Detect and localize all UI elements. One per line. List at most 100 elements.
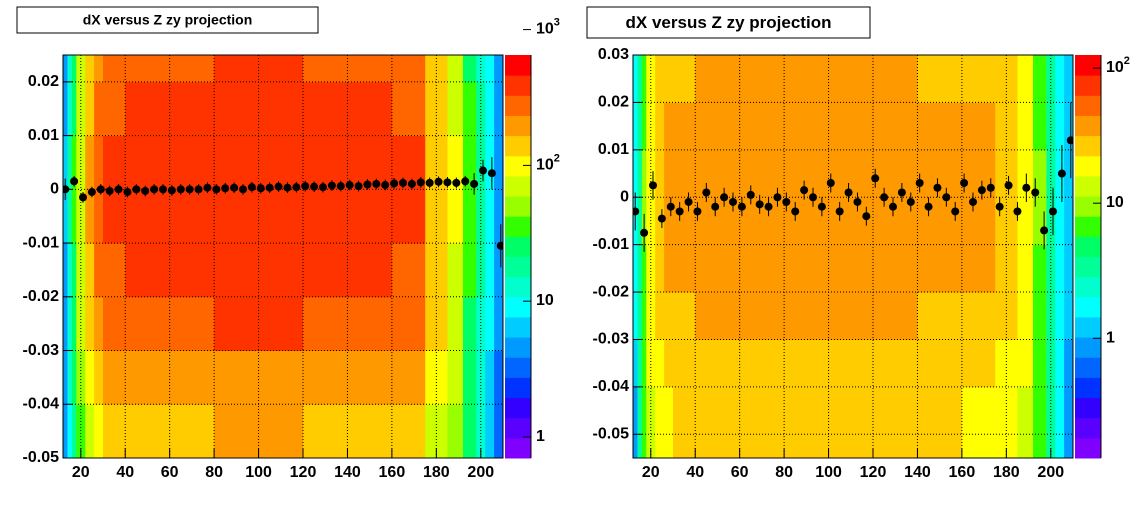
heat-cell bbox=[695, 292, 741, 340]
heat-cell bbox=[873, 149, 918, 198]
color-bar-band bbox=[505, 437, 531, 459]
profile-point bbox=[1057, 169, 1066, 178]
heat-cell bbox=[1046, 102, 1056, 151]
heat-cell bbox=[63, 243, 68, 298]
heat-cell bbox=[494, 55, 503, 83]
profile-point bbox=[853, 197, 862, 206]
heat-cell bbox=[784, 55, 830, 103]
heat-cell bbox=[447, 350, 464, 405]
heat-cell bbox=[673, 197, 696, 246]
heat-cell bbox=[485, 350, 495, 405]
heat-cell bbox=[169, 350, 215, 405]
profile-point bbox=[737, 202, 746, 211]
profile-point bbox=[221, 184, 230, 193]
profile-point bbox=[969, 197, 977, 206]
x-tick-label: 160 bbox=[949, 464, 976, 481]
heat-cell bbox=[1055, 386, 1065, 458]
z-tick-base: 10 bbox=[536, 21, 554, 38]
heat-cell bbox=[673, 55, 696, 103]
color-bar-band bbox=[1075, 256, 1101, 278]
heat-cell bbox=[664, 55, 674, 103]
heat-cell bbox=[214, 404, 260, 458]
heat-cell bbox=[739, 386, 785, 458]
z-tick-label: 1 bbox=[1106, 330, 1115, 347]
profile-point bbox=[283, 183, 292, 192]
heat-cell bbox=[673, 102, 696, 151]
heat-cell bbox=[673, 339, 696, 388]
y-tick-label: 0.01 bbox=[598, 141, 629, 158]
heat-cell bbox=[664, 244, 674, 293]
profile-point bbox=[247, 183, 256, 192]
heat-cell bbox=[447, 55, 464, 83]
heat-cell bbox=[303, 81, 348, 137]
heat-cell bbox=[633, 386, 638, 458]
heat-cell bbox=[664, 149, 674, 198]
heat-cell bbox=[476, 189, 486, 244]
heat-cell bbox=[476, 243, 486, 298]
heat-cell bbox=[103, 55, 126, 83]
profile-point bbox=[995, 202, 1004, 211]
heat-cell bbox=[463, 296, 477, 352]
profile-point bbox=[327, 181, 336, 190]
profile-point bbox=[817, 202, 826, 211]
heat-cell bbox=[695, 55, 741, 103]
heat-cell bbox=[784, 292, 830, 340]
heat-cell bbox=[1046, 55, 1056, 103]
profile-point bbox=[862, 212, 871, 221]
profile-point bbox=[310, 182, 319, 191]
heat-cell bbox=[258, 243, 304, 298]
x-tick-label: 60 bbox=[161, 464, 179, 481]
profile-point bbox=[800, 186, 809, 195]
color-bar-band bbox=[505, 337, 531, 358]
profile-point bbox=[711, 202, 720, 211]
heat-cell bbox=[494, 350, 503, 405]
profile-point bbox=[256, 184, 265, 193]
z-tick-exponent: 3 bbox=[554, 17, 560, 29]
heat-cell bbox=[67, 350, 73, 405]
heat-cell bbox=[214, 296, 260, 352]
heat-cell bbox=[85, 189, 95, 244]
heat-cell bbox=[303, 296, 348, 352]
x-tick-label: 80 bbox=[205, 464, 223, 481]
heat-cell bbox=[169, 189, 215, 244]
heat-cell bbox=[463, 55, 477, 83]
heat-cell bbox=[463, 404, 477, 458]
profile-point bbox=[764, 202, 773, 211]
color-bar-band bbox=[505, 397, 531, 419]
heat-cell bbox=[633, 292, 638, 340]
x-tick-label: 100 bbox=[245, 464, 272, 481]
heat-cell bbox=[633, 244, 638, 293]
heat-cell bbox=[258, 81, 304, 137]
heat-cell bbox=[347, 404, 393, 458]
heat-cell bbox=[637, 149, 643, 198]
heat-cell bbox=[784, 244, 830, 293]
profile-point bbox=[336, 182, 345, 191]
heat-cell bbox=[917, 386, 963, 458]
profile-point bbox=[274, 182, 283, 191]
heat-cell bbox=[739, 292, 785, 340]
profile-point bbox=[105, 186, 114, 195]
heat-cell bbox=[655, 339, 665, 388]
heat-cell bbox=[476, 135, 486, 190]
heat-cell bbox=[828, 102, 874, 151]
y-tick-label: -0.05 bbox=[23, 449, 60, 466]
heat-cell bbox=[1055, 102, 1065, 151]
heat-cell bbox=[485, 135, 495, 190]
color-bar-band bbox=[1075, 216, 1101, 237]
x-tick-label: 180 bbox=[423, 464, 450, 481]
heat-cell bbox=[391, 81, 426, 137]
heat-cell bbox=[94, 55, 104, 83]
heat-cell bbox=[447, 189, 464, 244]
heat-cell bbox=[94, 243, 104, 298]
heat-cell bbox=[1064, 55, 1073, 103]
heat-cell bbox=[641, 292, 647, 340]
profile-point bbox=[345, 181, 354, 190]
z-tick-base: 1 bbox=[1106, 330, 1115, 347]
heat-cell bbox=[85, 135, 95, 190]
profile-point bbox=[649, 181, 657, 190]
heat-cell bbox=[695, 244, 741, 293]
heat-cell bbox=[85, 404, 95, 458]
heat-cell bbox=[646, 386, 656, 458]
color-bar-band bbox=[505, 216, 531, 237]
heat-cell bbox=[63, 135, 68, 190]
